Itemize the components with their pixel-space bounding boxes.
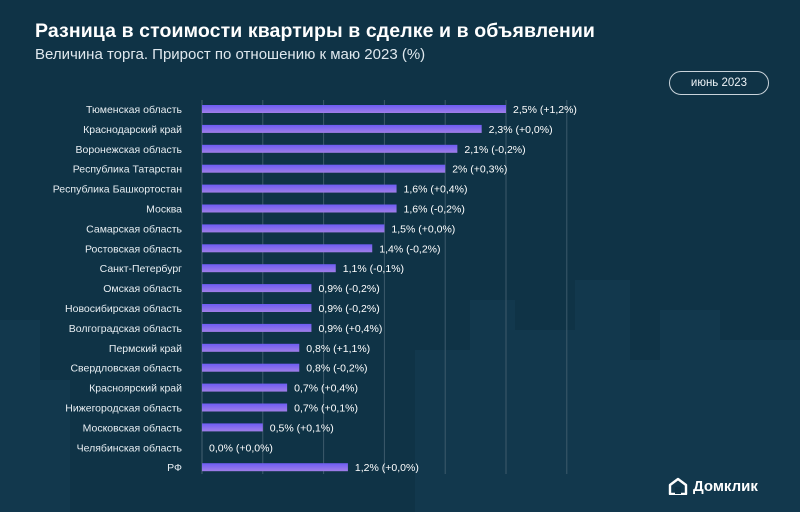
- value-label: 0,7% (+0,4%): [294, 383, 358, 395]
- category-label: РФ: [167, 462, 182, 474]
- bar: [202, 284, 312, 293]
- category-label: Ростовская область: [85, 243, 183, 255]
- bar: [202, 264, 336, 273]
- domclick-logo: Домклик: [668, 477, 758, 495]
- house-logo-icon: [668, 477, 688, 495]
- bar: [202, 184, 397, 193]
- bar: [202, 124, 482, 133]
- value-label: 0,0% (+0,0%): [209, 442, 273, 454]
- category-label: Московская область: [83, 422, 183, 434]
- bar: [202, 403, 288, 412]
- bar: [202, 363, 300, 372]
- category-label: Волгоградская область: [69, 323, 183, 335]
- value-label: 1,5% (+0,0%): [391, 223, 455, 235]
- category-label: Челябинская область: [77, 442, 183, 454]
- value-label: 0,5% (+0,1%): [270, 422, 334, 434]
- value-label: 2,1% (-0,2%): [464, 144, 525, 156]
- bar: [202, 423, 263, 432]
- category-label: Свердловская область: [70, 363, 182, 375]
- category-label: Воронежская область: [76, 144, 183, 156]
- bar: [202, 304, 312, 312]
- value-label: 2% (+0,3%): [452, 164, 507, 176]
- bar: [202, 164, 446, 173]
- category-label: Республика Башкортостан: [53, 184, 182, 196]
- period-badge: июнь 2023: [669, 71, 769, 95]
- value-label: 0,8% (-0,2%): [306, 363, 367, 375]
- category-label: Тюменская область: [86, 104, 182, 116]
- bar: [202, 463, 348, 472]
- bar: [202, 204, 397, 213]
- category-label: Красноярский край: [89, 383, 182, 395]
- value-label: 2,5% (+1,2%): [513, 104, 577, 116]
- category-label: Санкт-Петербург: [100, 263, 183, 275]
- value-label: 0,7% (+0,1%): [294, 403, 358, 415]
- bar: [202, 343, 300, 352]
- value-label: 0,8% (+1,1%): [306, 343, 370, 355]
- category-label: Пермский край: [109, 343, 182, 355]
- value-label: 0,9% (-0,2%): [318, 283, 379, 295]
- category-label: Омская область: [103, 283, 182, 295]
- bar: [202, 105, 506, 113]
- category-label: Москва: [146, 204, 182, 216]
- value-label: 1,6% (+0,4%): [404, 184, 468, 196]
- bar: [202, 323, 312, 332]
- bar: [202, 383, 288, 392]
- bar: [202, 244, 373, 253]
- value-label: 2,3% (+0,0%): [489, 124, 553, 136]
- chart-title: Разница в стоимости квартиры в сделке и …: [35, 20, 595, 42]
- bar: [202, 144, 458, 153]
- value-label: 0,9% (+0,4%): [318, 323, 382, 335]
- category-label: Краснодарский край: [83, 124, 182, 136]
- chart-subtitle: Величина торга. Прирост по отношению к м…: [35, 46, 426, 63]
- bar: [202, 224, 385, 233]
- value-label: 1,4% (-0,2%): [379, 243, 440, 255]
- category-label: Нижегородская область: [65, 403, 182, 415]
- value-label: 1,1% (-0,1%): [343, 263, 404, 275]
- category-label: Республика Татарстан: [73, 164, 183, 176]
- value-label: 1,2% (+0,0%): [355, 462, 419, 474]
- category-label: Самарская область: [86, 223, 182, 235]
- category-label: Новосибирская область: [65, 303, 182, 315]
- value-label: 1,6% (-0,2%): [404, 204, 465, 216]
- logo-text: Домклик: [693, 477, 758, 495]
- value-label: 0,9% (-0,2%): [318, 303, 379, 315]
